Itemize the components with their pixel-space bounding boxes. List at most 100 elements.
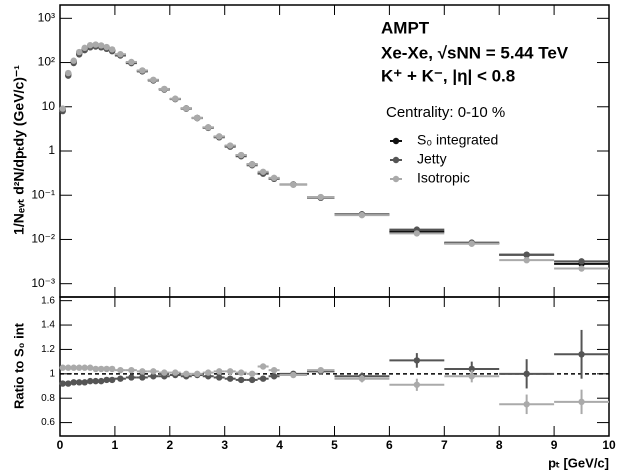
marker <box>139 374 146 381</box>
marker <box>97 365 105 373</box>
legend-label: S₀ integrated <box>417 132 498 148</box>
marker <box>358 375 366 382</box>
y-tick-label: 10⁻² <box>31 232 55 246</box>
x-tick-label: 2 <box>166 438 173 452</box>
marker <box>413 357 421 364</box>
marker <box>468 240 475 247</box>
marker <box>103 365 110 373</box>
marker <box>270 174 278 182</box>
x-tick-label: 6 <box>386 438 393 452</box>
y-tick-label: 10⁻³ <box>31 276 55 290</box>
annotation: Xe-Xe, √sNN = 5.44 TeV <box>381 43 569 62</box>
legend-label: Isotropic <box>417 170 470 186</box>
y-tick-label: 0.6 <box>41 417 55 428</box>
marker <box>86 364 94 371</box>
x-tick-label: 10 <box>602 438 616 452</box>
marker <box>468 373 475 380</box>
marker <box>290 371 297 379</box>
x-tick-label: 0 <box>57 438 64 452</box>
marker <box>237 151 245 159</box>
marker <box>97 377 105 385</box>
marker <box>59 105 66 112</box>
marker <box>70 379 77 386</box>
marker <box>161 85 168 93</box>
y-tick-label: 1.4 <box>41 320 55 331</box>
marker <box>128 374 135 381</box>
marker <box>248 370 256 378</box>
marker <box>523 251 530 258</box>
y-tick-label: 10² <box>38 55 55 69</box>
marker <box>117 375 124 382</box>
marker <box>81 379 88 386</box>
y-tick-label: 10³ <box>38 10 55 24</box>
x-tick-label: 4 <box>276 438 283 452</box>
marker <box>317 366 324 374</box>
marker <box>150 373 157 380</box>
marker <box>65 380 72 387</box>
legend-swatch <box>392 156 400 164</box>
marker <box>172 369 179 376</box>
marker <box>139 67 146 74</box>
marker <box>76 379 83 386</box>
y-tick-label: 0.8 <box>41 393 55 404</box>
x-tick-label: 9 <box>551 438 558 452</box>
marker <box>76 364 83 371</box>
legend-swatch <box>392 137 400 145</box>
marker <box>117 50 124 58</box>
marker <box>117 366 124 374</box>
marker <box>578 258 585 265</box>
legend-swatch <box>392 175 400 183</box>
marker <box>92 377 99 385</box>
marker <box>248 161 256 168</box>
marker <box>103 376 110 384</box>
marker <box>523 370 530 378</box>
marker <box>150 368 157 375</box>
marker <box>92 41 99 48</box>
x-axis-label: pₜ [GeV/c] <box>548 455 609 470</box>
marker <box>523 256 530 264</box>
marker <box>317 193 324 201</box>
marker <box>270 366 278 374</box>
y-tick-label: 1 <box>48 143 55 157</box>
marker <box>523 401 530 408</box>
marker <box>172 95 179 102</box>
marker <box>59 380 66 387</box>
marker <box>259 168 267 175</box>
x-tick-label: 7 <box>441 438 448 452</box>
marker <box>86 377 94 385</box>
marker <box>65 364 72 371</box>
marker <box>270 373 278 380</box>
annotation: Centrality: 0-10 % <box>386 104 505 121</box>
x-tick-label: 1 <box>112 438 119 452</box>
marker <box>226 375 234 382</box>
marker <box>108 376 116 384</box>
marker <box>183 105 190 112</box>
marker <box>194 114 201 122</box>
marker <box>216 368 223 375</box>
marker <box>290 181 297 188</box>
legend-label: Jetty <box>417 151 447 167</box>
marker <box>237 376 245 384</box>
marker <box>578 351 585 358</box>
y-tick-label: 1.2 <box>41 344 55 355</box>
marker <box>413 381 421 388</box>
marker <box>578 398 585 406</box>
marker <box>108 365 116 373</box>
marker <box>468 365 475 373</box>
marker <box>161 369 168 376</box>
marker <box>237 369 245 376</box>
marker <box>578 265 585 272</box>
marker <box>248 376 256 384</box>
marker <box>413 230 421 237</box>
annotation: K⁺ + K⁻, |η| < 0.8 <box>381 66 515 85</box>
marker <box>128 58 135 66</box>
marker <box>205 369 212 376</box>
marker <box>81 44 88 52</box>
marker <box>92 365 99 373</box>
marker <box>194 370 201 378</box>
marker <box>139 368 146 375</box>
marker <box>86 41 94 49</box>
marker <box>216 374 223 381</box>
y-axis-label: Ratio to S₀ int <box>11 322 26 409</box>
